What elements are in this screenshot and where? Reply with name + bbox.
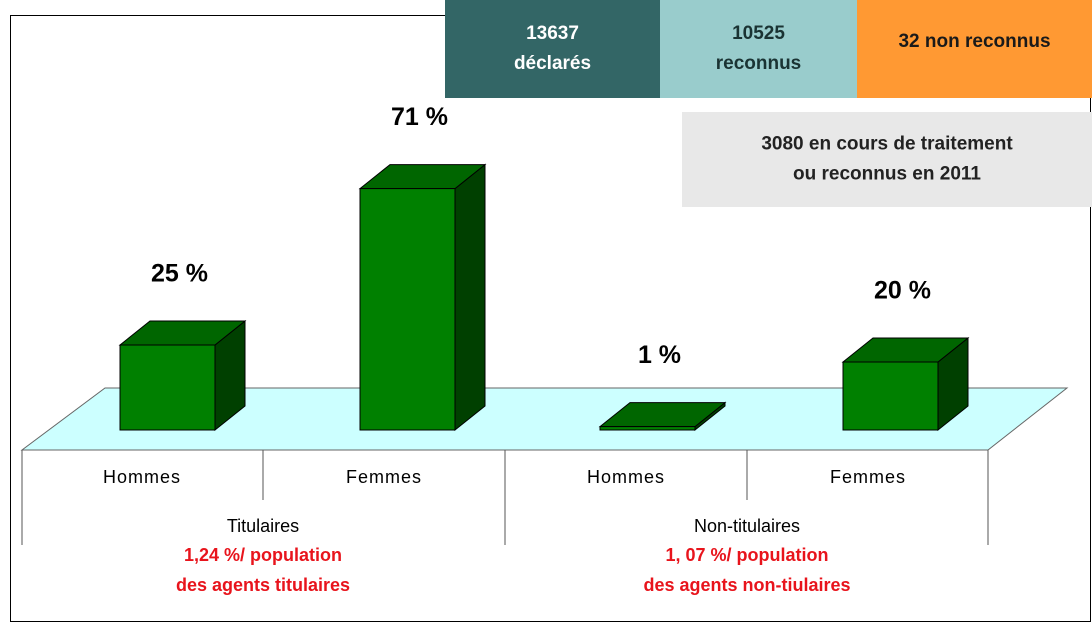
info-box — [660, 0, 857, 98]
bar-front — [599, 426, 696, 431]
value-label: 1 % — [638, 341, 681, 369]
category-label: Femmes — [346, 467, 422, 487]
info-text: reconnus — [716, 53, 802, 74]
info-box — [857, 0, 1092, 98]
info-text: déclarés — [514, 53, 591, 74]
table-lines — [21, 450, 989, 545]
group-note: 1,24 %/ population — [184, 545, 342, 565]
bar-side — [454, 163, 486, 432]
value-label: 25 % — [151, 260, 208, 288]
bar-front — [359, 188, 456, 431]
info-box — [682, 112, 1092, 207]
info-text: 32 non reconnus — [898, 31, 1050, 52]
info-text: 3080 en cours de traitement — [761, 134, 1013, 155]
info-text: 13637 — [526, 23, 579, 44]
bar-front — [119, 344, 216, 431]
group-note: des agents non-tiulaires — [643, 575, 850, 595]
group-label: Titulaires — [227, 516, 299, 536]
info-box — [445, 0, 660, 98]
category-label: Femmes — [830, 467, 906, 487]
category-label: Hommes — [103, 467, 181, 487]
frame — [10, 15, 1091, 622]
value-label: 71 % — [391, 103, 448, 131]
value-label: 20 % — [874, 277, 931, 305]
category-label: Hommes — [587, 467, 665, 487]
info-text: ou reconnus en 2011 — [793, 164, 981, 185]
group-note: 1, 07 %/ population — [665, 545, 828, 565]
group-note: des agents titulaires — [176, 575, 350, 595]
bar-front — [842, 361, 939, 431]
group-label: Non-titulaires — [694, 516, 800, 536]
info-text: 10525 — [732, 23, 785, 44]
